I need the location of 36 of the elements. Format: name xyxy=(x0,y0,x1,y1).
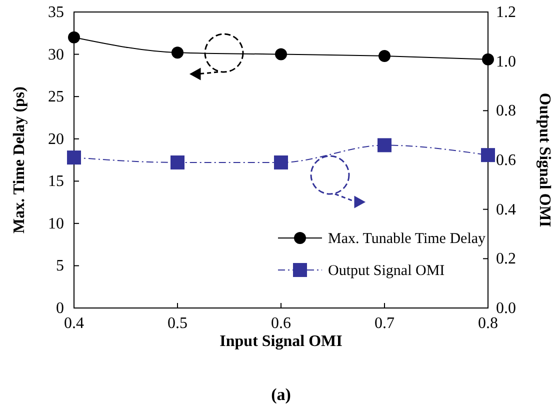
point xyxy=(481,148,495,162)
legend-label: Output Signal OMI xyxy=(328,263,445,279)
y-tick-label: 15 xyxy=(48,173,64,190)
y2-tick-label: 0.2 xyxy=(496,250,516,268)
y-tick-label: 20 xyxy=(48,130,64,148)
y-tick-label: 25 xyxy=(48,88,64,106)
x-axis-title: Input Signal OMI xyxy=(220,333,342,350)
y2-tick-label: 0.6 xyxy=(496,152,516,169)
x-tick-label: 0.8 xyxy=(478,315,498,332)
y2-tick-label: 0.8 xyxy=(496,102,516,120)
point xyxy=(68,31,80,44)
point xyxy=(378,138,392,152)
point xyxy=(274,155,288,170)
y-tick-label: 35 xyxy=(48,4,64,21)
x-tick-label: 0.7 xyxy=(374,315,394,332)
y-tick-label: 5 xyxy=(56,258,64,275)
legend-label: Max. Tunable Time Delay xyxy=(328,231,486,247)
y2-axis-title: Output Signal OMI xyxy=(536,92,553,228)
x-tick-label: 0.6 xyxy=(271,315,291,332)
text: (a) xyxy=(271,385,291,404)
x-tick-label: 0.5 xyxy=(168,315,188,332)
y-tick-label: 30 xyxy=(48,46,64,64)
y2-tick-label: 0.4 xyxy=(496,201,516,218)
y2-tick-label: 1.0 xyxy=(496,53,516,70)
point xyxy=(172,46,184,59)
y2-tick-label: 0.0 xyxy=(496,300,516,317)
x-tick-label: 0.4 xyxy=(64,315,84,332)
y-tick-label: 0 xyxy=(56,300,64,317)
y2-tick-label: 1.2 xyxy=(496,4,516,21)
point xyxy=(378,50,390,62)
point xyxy=(67,150,81,165)
point xyxy=(275,48,287,60)
point xyxy=(482,53,494,66)
y-axis-title: Max. Time Delay (ps) xyxy=(11,86,28,234)
y-tick-label: 10 xyxy=(48,215,64,232)
point xyxy=(170,155,184,170)
